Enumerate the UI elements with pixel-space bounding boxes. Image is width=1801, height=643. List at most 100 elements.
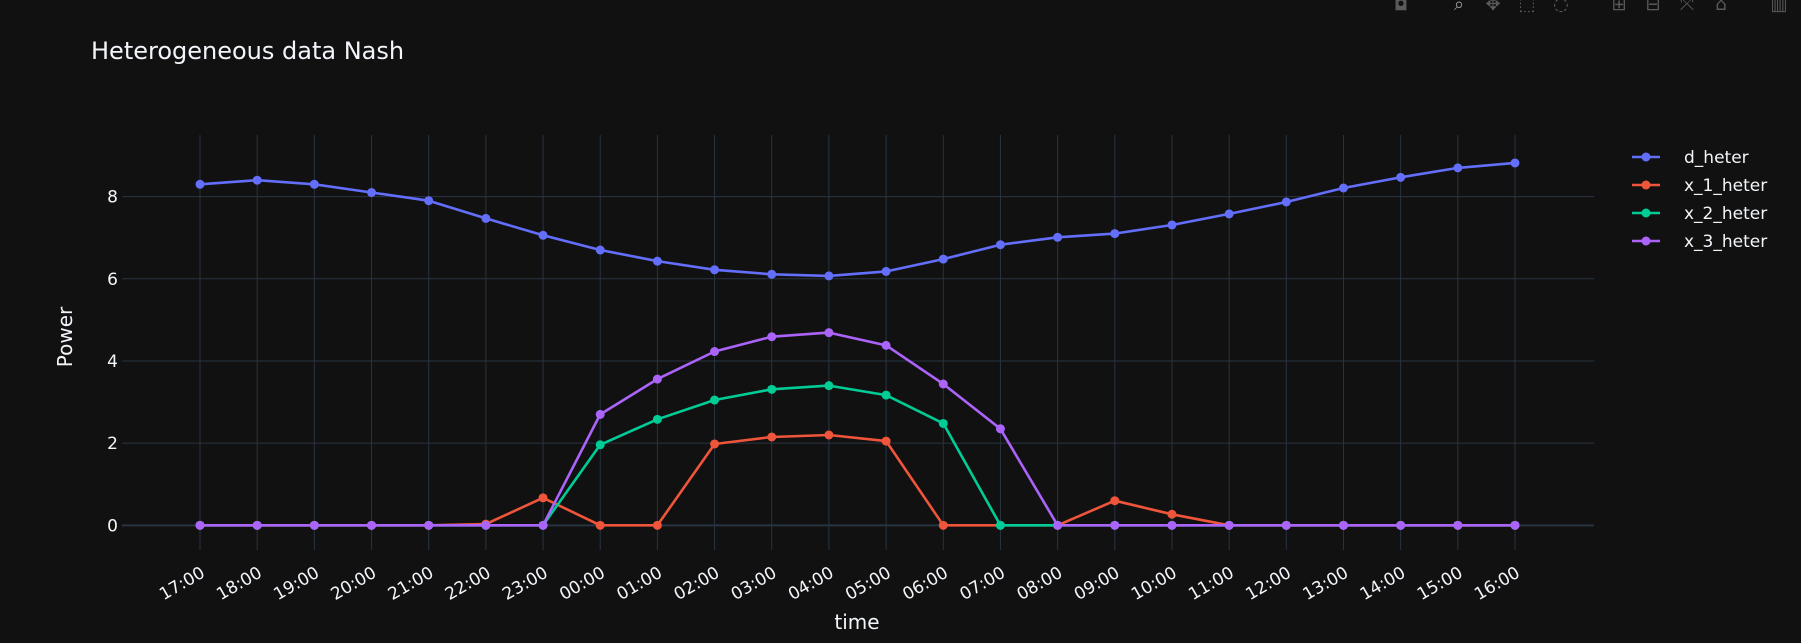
data-point[interactable] — [1053, 520, 1063, 530]
series-line[interactable] — [200, 433, 1515, 527]
data-point[interactable] — [309, 179, 319, 189]
data-point[interactable] — [995, 520, 1005, 530]
series-line[interactable] — [199, 161, 1516, 278]
data-point[interactable] — [767, 432, 777, 442]
series-d_heter[interactable] — [195, 158, 1520, 281]
series-line[interactable] — [200, 331, 1515, 527]
modebar-gap — [1581, 0, 1599, 16]
data-point[interactable] — [195, 179, 205, 189]
data-point[interactable] — [538, 520, 548, 530]
data-point[interactable] — [195, 520, 205, 530]
data-point[interactable] — [881, 436, 891, 446]
camera-icon[interactable]: ◘ — [1393, 0, 1409, 15]
data-point[interactable] — [1110, 496, 1120, 506]
data-point[interactable] — [252, 175, 262, 185]
data-point[interactable] — [309, 520, 319, 530]
zoom-out-icon[interactable]: ⊟ — [1645, 0, 1661, 15]
data-point[interactable] — [938, 379, 948, 389]
data-point[interactable] — [652, 520, 662, 530]
x-tick-label: 13:00 — [1300, 563, 1352, 605]
data-point[interactable] — [1110, 229, 1120, 239]
zoom-icon[interactable]: ⌕ — [1453, 0, 1465, 15]
data-point[interactable] — [652, 414, 662, 424]
data-point[interactable] — [424, 520, 434, 530]
series-x_3_heter[interactable] — [195, 328, 1520, 530]
data-point[interactable] — [595, 440, 605, 450]
legend-item-x_2_heter[interactable]: x_2_heter — [1632, 204, 1767, 224]
data-point[interactable] — [824, 381, 834, 391]
box-select-icon[interactable]: ⬚ — [1518, 0, 1536, 15]
data-point[interactable] — [1167, 220, 1177, 230]
data-point[interactable] — [1396, 520, 1406, 530]
data-point[interactable] — [595, 409, 605, 419]
data-point[interactable] — [824, 271, 834, 281]
series-x_1_heter[interactable] — [195, 430, 1520, 530]
data-point[interactable] — [824, 328, 834, 338]
legend-marker — [1641, 208, 1651, 218]
reset-axes-icon[interactable]: ⌂ — [1715, 0, 1727, 15]
legend[interactable]: d_heter x_1_heter x_2_heter x_3_heter — [1632, 148, 1767, 252]
data-point[interactable] — [767, 384, 777, 394]
data-point[interactable] — [1167, 509, 1177, 519]
series-x_2_heter[interactable] — [195, 381, 1520, 530]
legend-label: d_heter — [1684, 148, 1749, 168]
data-point[interactable] — [938, 254, 948, 264]
data-point[interactable] — [710, 347, 720, 357]
x-tick-label: 20:00 — [328, 563, 380, 605]
data-point[interactable] — [1281, 197, 1291, 207]
data-point[interactable] — [881, 340, 891, 350]
data-point[interactable] — [881, 266, 891, 276]
data-point[interactable] — [1281, 520, 1291, 530]
data-point[interactable] — [367, 188, 377, 198]
data-point[interactable] — [995, 424, 1005, 434]
lasso-select-icon[interactable]: ◌ — [1553, 0, 1569, 15]
data-point[interactable] — [767, 269, 777, 279]
modebar-gap — [1741, 0, 1759, 16]
legend-item-x_1_heter[interactable]: x_1_heter — [1632, 176, 1767, 196]
data-point[interactable] — [424, 196, 434, 206]
data-point[interactable] — [938, 418, 948, 428]
data-point[interactable] — [481, 213, 491, 223]
data-point[interactable] — [710, 395, 720, 405]
plotly-logo-icon[interactable]: ▥ — [1770, 0, 1788, 15]
pan-icon[interactable]: ✥ — [1485, 0, 1501, 15]
data-point[interactable] — [1510, 158, 1520, 168]
data-point[interactable] — [252, 520, 262, 530]
data-point[interactable] — [1396, 172, 1406, 182]
data-point[interactable] — [1453, 163, 1463, 173]
y-axis-title: Power — [53, 306, 77, 367]
data-point[interactable] — [652, 256, 662, 266]
data-point[interactable] — [824, 430, 834, 440]
data-point[interactable] — [538, 493, 548, 503]
data-point[interactable] — [1338, 183, 1348, 193]
data-point[interactable] — [995, 240, 1005, 250]
grid-layer — [122, 135, 1594, 550]
data-point[interactable] — [367, 520, 377, 530]
data-point[interactable] — [1167, 520, 1177, 530]
data-point[interactable] — [1510, 520, 1520, 530]
legend-marker — [1641, 236, 1651, 246]
autoscale-icon[interactable]: ⤧ — [1679, 0, 1695, 15]
data-point[interactable] — [767, 332, 777, 342]
series-line[interactable] — [200, 384, 1515, 527]
data-point[interactable] — [481, 520, 491, 530]
data-point[interactable] — [595, 520, 605, 530]
data-point[interactable] — [538, 230, 548, 240]
data-point[interactable] — [1224, 520, 1234, 530]
data-point[interactable] — [652, 374, 662, 384]
data-point[interactable] — [1110, 520, 1120, 530]
data-point[interactable] — [938, 520, 948, 530]
data-point[interactable] — [881, 390, 891, 400]
data-point[interactable] — [1453, 520, 1463, 530]
data-point[interactable] — [1338, 520, 1348, 530]
data-point[interactable] — [710, 439, 720, 449]
legend-item-x_3_heter[interactable]: x_3_heter — [1632, 232, 1767, 252]
data-point[interactable] — [595, 245, 605, 255]
legend-item-d_heter[interactable]: d_heter — [1632, 148, 1749, 168]
data-point[interactable] — [1053, 232, 1063, 242]
y-tick-label: 2 — [107, 434, 118, 454]
data-point[interactable] — [1224, 209, 1234, 219]
data-point[interactable] — [710, 265, 720, 275]
zoom-in-icon[interactable]: ⊞ — [1611, 0, 1627, 15]
